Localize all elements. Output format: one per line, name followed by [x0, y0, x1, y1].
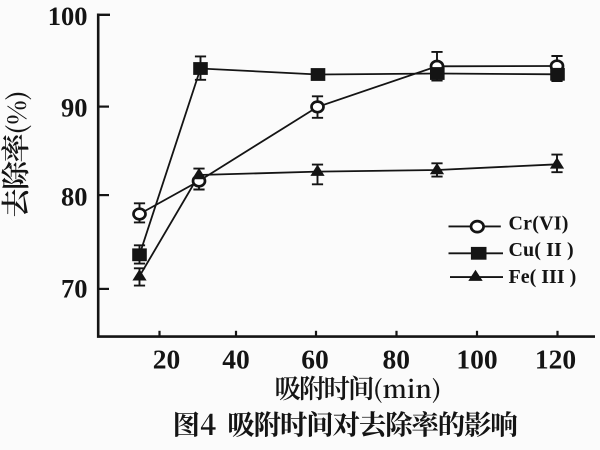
svg-text:90: 90	[61, 92, 88, 122]
svg-text:Fe( III ): Fe( III )	[509, 266, 577, 288]
svg-text:60: 60	[301, 344, 329, 375]
svg-text:Cr(VI): Cr(VI)	[509, 213, 569, 235]
svg-text:70: 70	[61, 274, 88, 304]
svg-text:20: 20	[153, 344, 181, 375]
svg-text:40: 40	[222, 344, 250, 375]
svg-text:80: 80	[61, 181, 88, 211]
svg-text:Cu( II ): Cu( II )	[509, 239, 574, 261]
svg-text:80: 80	[383, 344, 411, 375]
svg-text:100: 100	[48, 1, 88, 31]
svg-text:100: 100	[456, 344, 497, 375]
svg-text:120: 120	[535, 344, 576, 375]
